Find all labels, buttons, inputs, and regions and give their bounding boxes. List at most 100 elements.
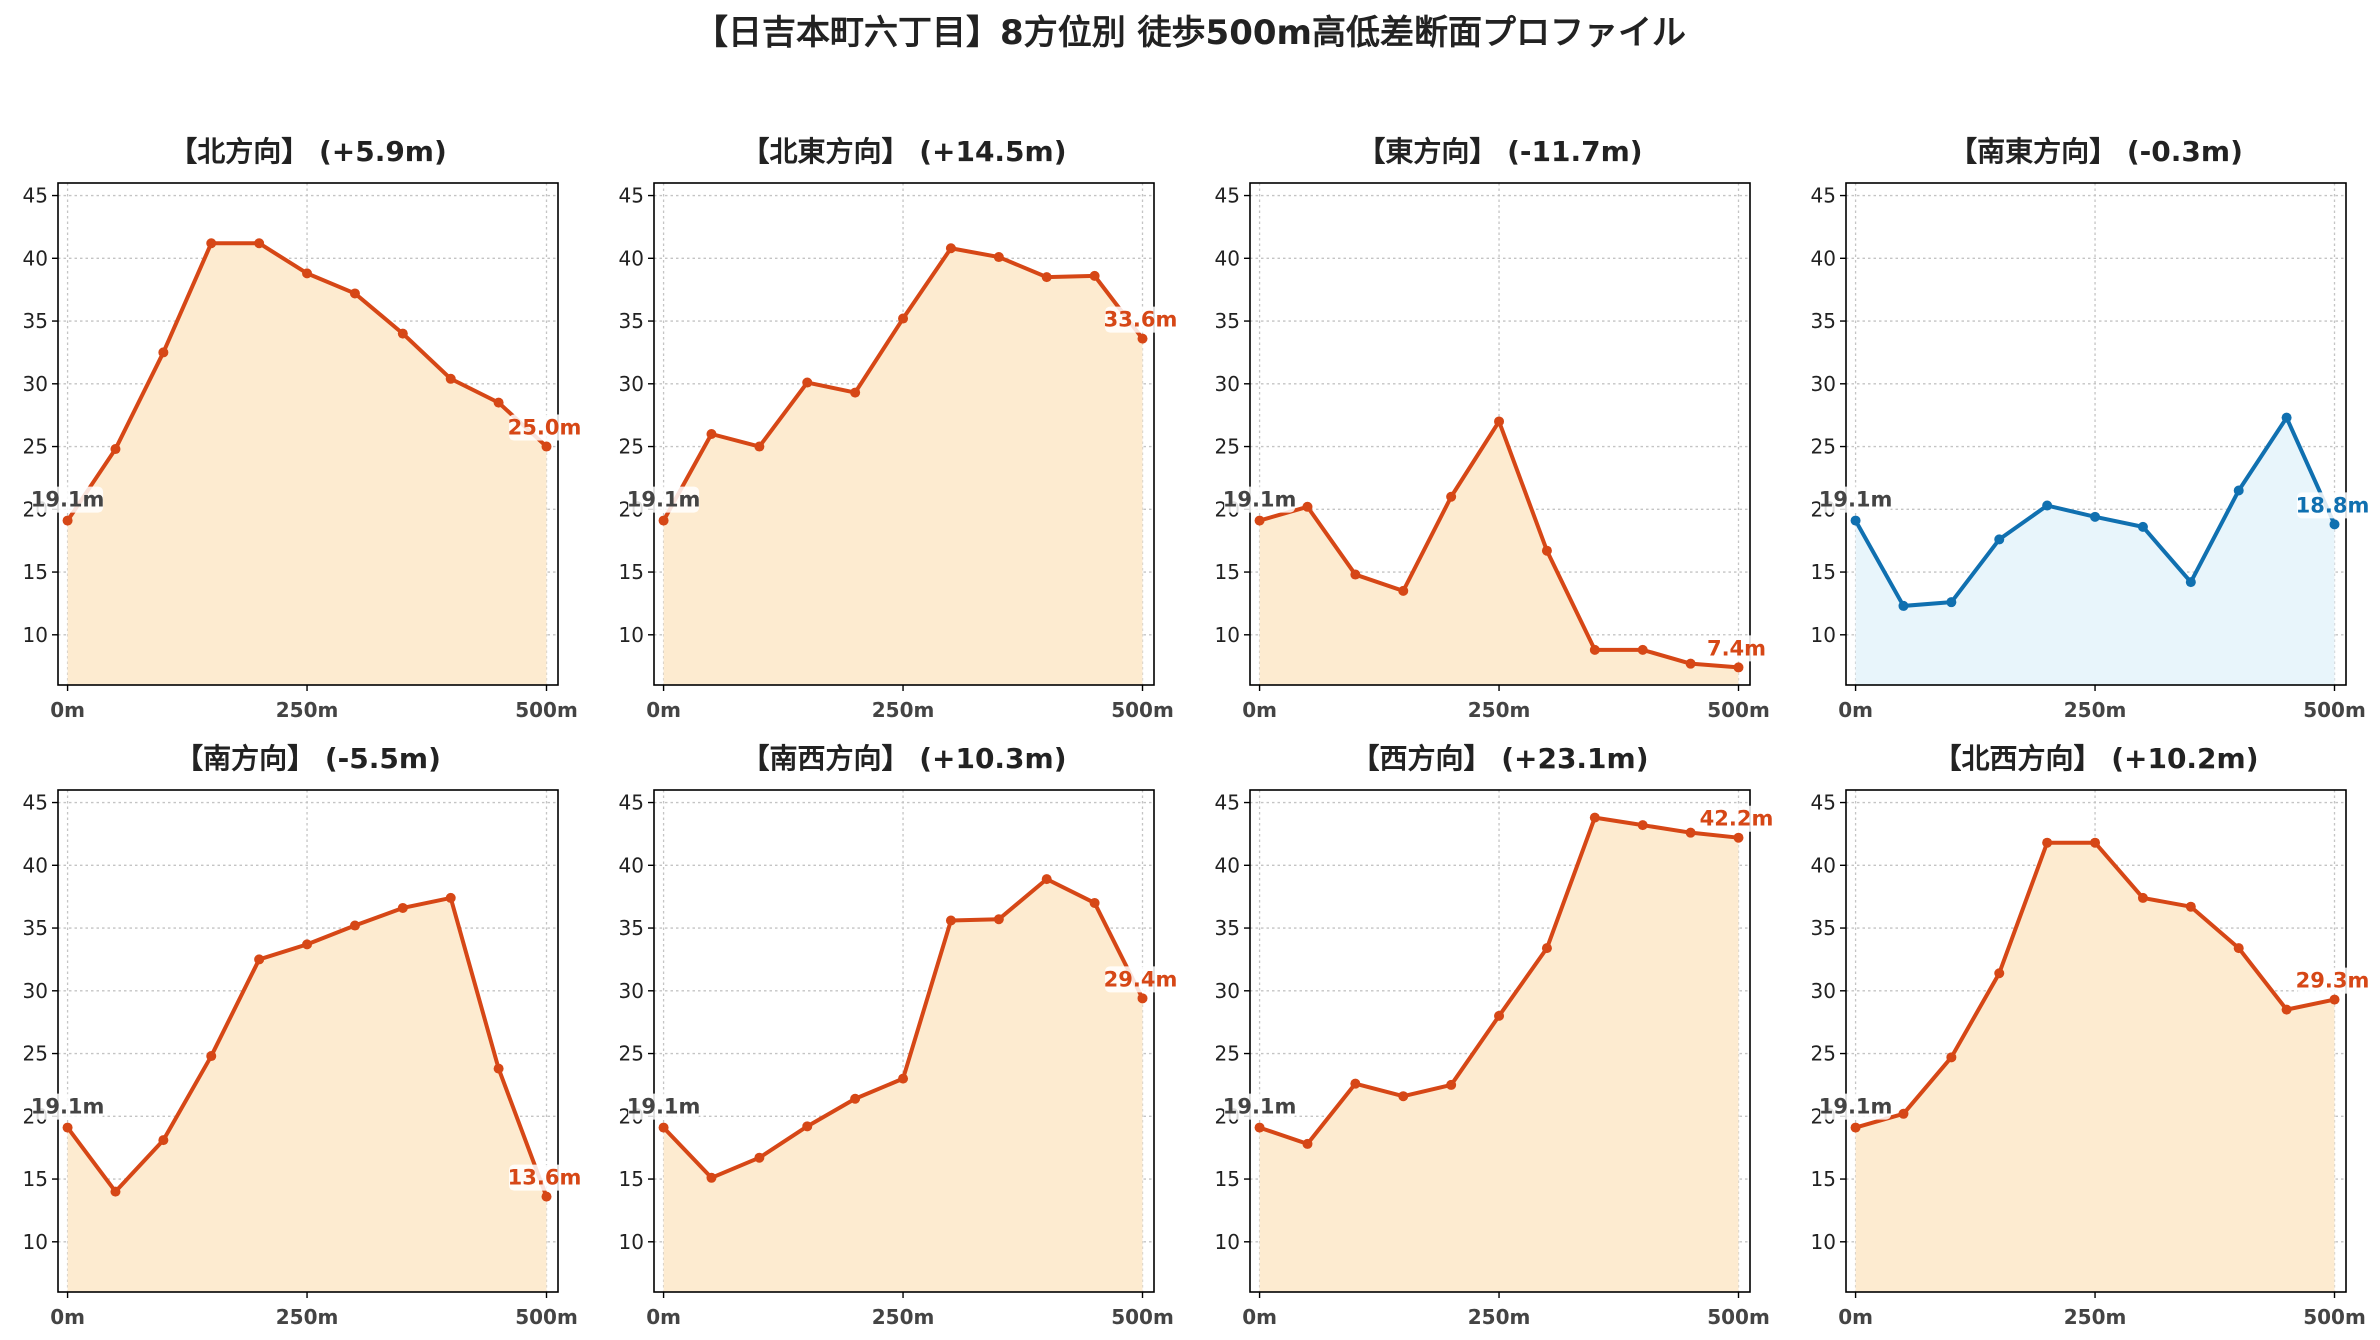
y-tick-label: 15 [23, 1167, 48, 1191]
elevation-point [658, 515, 669, 526]
elevation-point [993, 252, 1004, 263]
y-tick-label: 10 [1215, 1230, 1240, 1254]
y-tick-label: 15 [1215, 560, 1240, 584]
elevation-point [1589, 644, 1600, 655]
axes-frame [57, 789, 559, 1293]
elevation-point [1541, 545, 1552, 556]
elevation-point [1254, 1122, 1265, 1133]
y-tick-label: 40 [619, 246, 644, 270]
elevation-point [945, 243, 956, 254]
elevation-point [1685, 658, 1696, 669]
start-elevation-label: 19.1m [1223, 488, 1297, 512]
y-tick-label: 45 [1215, 791, 1240, 815]
elevation-point [493, 1063, 504, 1074]
elevation-point [541, 1191, 552, 1202]
elevation-point [802, 377, 813, 388]
elevation-point [898, 313, 909, 324]
y-tick-label: 35 [1811, 916, 1836, 940]
elevation-point [1733, 662, 1744, 673]
elevation-point [62, 1122, 73, 1133]
x-tick-label: 500m [515, 698, 578, 722]
elevation-point [62, 515, 73, 526]
end-elevation-label-bg [1105, 966, 1177, 993]
panel-title: 【北東方向】 (+14.5m) [741, 135, 1066, 168]
elevation-point [1494, 416, 1505, 427]
y-tick-label: 35 [1215, 916, 1240, 940]
x-tick-label: 250m [2064, 1305, 2127, 1329]
y-tick-label: 35 [1215, 309, 1240, 333]
axes-frame [1845, 789, 2347, 1293]
y-tick-label: 45 [1811, 791, 1836, 815]
elevation-point [1446, 1079, 1457, 1090]
elevation-point [658, 1122, 669, 1133]
profile-panel: 【南東方向】 (-0.3m)10152025303540450m250m500m… [1811, 135, 2370, 722]
end-elevation-label: 7.4m [1707, 636, 1766, 660]
x-tick-label: 250m [1468, 1305, 1531, 1329]
end-elevation-label: 42.2m [1700, 807, 1774, 831]
y-tick-label: 45 [23, 184, 48, 208]
elevation-point [110, 1186, 121, 1197]
elevation-point [2137, 521, 2148, 532]
elevation-point [2185, 577, 2196, 588]
end-elevation-label-bg [509, 414, 581, 441]
panels: 【北方向】 (+5.9m)10152025303540450m250m500m1… [23, 135, 2370, 1329]
y-tick-label: 15 [1811, 1167, 1836, 1191]
elevation-point [1994, 968, 2005, 979]
elevation-point [706, 429, 717, 439]
y-tick-label: 35 [23, 916, 48, 940]
elevation-point [1137, 333, 1148, 344]
panel-title: 【北西方向】 (+10.2m) [1933, 742, 2258, 775]
elevation-area [67, 243, 547, 686]
start-elevation-label-bg [628, 1093, 700, 1120]
y-tick-label: 15 [23, 560, 48, 584]
figure-title: 【日吉本町六丁目】8方位別 徒歩500m高低差断面プロファイル [694, 13, 1686, 53]
elevation-area [1855, 842, 2335, 1292]
end-elevation-label: 13.6m [508, 1166, 582, 1190]
x-tick-label: 250m [276, 1305, 339, 1329]
y-tick-label: 35 [1811, 309, 1836, 333]
end-elevation-label: 29.4m [1104, 967, 1178, 991]
elevation-point [2042, 500, 2053, 511]
elevation-point [1898, 600, 1909, 611]
elevation-point [1302, 501, 1313, 512]
elevation-point [1041, 874, 1052, 885]
end-elevation-label-bg [509, 1164, 581, 1191]
y-tick-label: 35 [619, 309, 644, 333]
elevation-point [2281, 412, 2292, 423]
elevation-point [254, 238, 265, 249]
elevation-point [850, 387, 861, 398]
elevation-area [1259, 421, 1739, 685]
y-tick-label: 35 [23, 309, 48, 333]
y-tick-label: 25 [1811, 435, 1836, 459]
elevation-point [349, 288, 360, 299]
elevation-point [302, 939, 313, 950]
end-elevation-label: 29.3m [2296, 969, 2370, 993]
start-elevation-label-bg [32, 1093, 104, 1120]
elevation-point [1041, 272, 1052, 283]
elevation-point [1302, 1138, 1313, 1149]
x-tick-label: 0m [1838, 1305, 1873, 1329]
elevation-point [706, 1172, 717, 1183]
elevation-area [1259, 817, 1739, 1292]
elevation-point [1446, 491, 1457, 502]
elevation-point [1541, 943, 1552, 954]
elevation-point [1850, 1122, 1861, 1133]
axes-frame [653, 182, 1155, 686]
elevation-point [1946, 597, 1957, 608]
elevation-point [302, 268, 313, 279]
y-tick-label: 30 [1811, 979, 1836, 1003]
elevation-point [850, 1093, 861, 1104]
y-tick-label: 10 [1811, 1230, 1836, 1254]
y-tick-label: 25 [1215, 1042, 1240, 1066]
elevation-point [1685, 827, 1696, 838]
y-tick-label: 30 [1215, 979, 1240, 1003]
elevation-point [1733, 832, 1744, 843]
y-tick-label: 25 [1811, 1042, 1836, 1066]
elevation-point [1137, 993, 1148, 1004]
start-elevation-label: 19.1m [1819, 1095, 1893, 1119]
panel-title: 【西方向】 (+23.1m) [1351, 742, 1648, 775]
start-elevation-label: 19.1m [1223, 1095, 1297, 1119]
elevation-point [945, 915, 956, 926]
y-tick-label: 45 [619, 791, 644, 815]
